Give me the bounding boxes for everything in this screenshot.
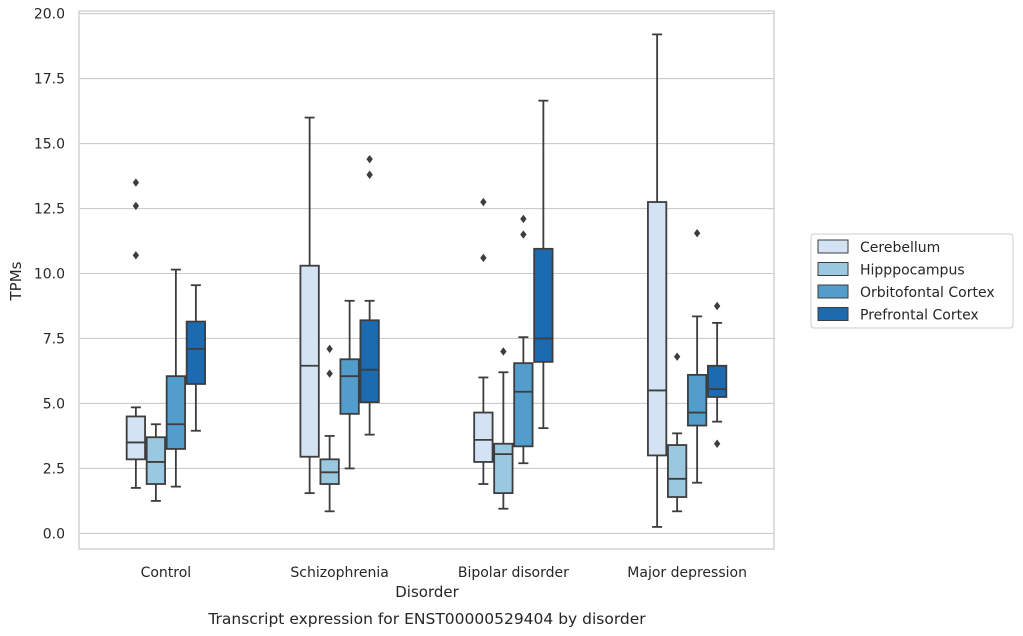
outlier-point <box>326 344 333 354</box>
box-plot <box>359 154 380 436</box>
outlier-point <box>132 178 140 187</box>
legend-swatch <box>817 262 849 276</box>
plot-area-frame <box>78 10 775 550</box>
outlier-point <box>480 197 487 207</box>
box-iqr <box>473 411 494 463</box>
box-iqr <box>493 442 514 495</box>
box-iqr <box>359 319 380 404</box>
box-plot <box>667 352 688 513</box>
box-plot <box>339 299 360 470</box>
outlier-point <box>713 301 721 311</box>
y-tick-label: 15.0 <box>34 137 65 153</box>
box-plot <box>687 229 708 484</box>
y-tick-label: 0.0 <box>43 526 65 542</box>
legend-label: Cerebellum <box>860 240 940 256</box>
box-iqr <box>513 362 534 448</box>
box-plot <box>299 116 320 495</box>
box-plot <box>513 214 534 465</box>
box-plot <box>185 284 206 432</box>
box-iqr <box>125 415 146 461</box>
box-plot <box>145 423 166 502</box>
y-tick-label: 20.0 <box>34 7 65 23</box>
outlier-point <box>366 154 373 164</box>
outlier-point <box>326 369 333 378</box>
box-plot <box>473 197 494 485</box>
legend-frame <box>810 233 1014 329</box>
outlier-point <box>500 347 507 356</box>
outlier-point <box>366 170 373 179</box>
box-iqr <box>145 436 166 485</box>
box-plot <box>533 99 554 430</box>
x-tick-label: Major depression <box>627 565 747 581</box>
outlier-point <box>132 201 140 211</box>
outlier-point <box>480 253 487 263</box>
x-axis-ticks: Control Schizophrenia Bipolar disorder Majo… <box>141 565 747 581</box>
outlier-point <box>520 214 527 224</box>
box-iqr <box>707 364 728 398</box>
legend-swatch <box>817 284 849 299</box>
y-axis-title: TPMs <box>7 261 25 301</box>
x-tick-label: Control <box>141 565 192 581</box>
outlier-point <box>673 352 681 361</box>
box-iqr <box>185 320 206 385</box>
x-tick-label: Bipolar disorder <box>458 565 569 581</box>
box-plot <box>165 268 186 488</box>
y-tick-label: 17.5 <box>34 72 65 88</box>
y-tick-label: 2.5 <box>43 461 65 477</box>
x-tick-label: Schizophrenia <box>290 565 388 581</box>
y-tick-label: 10.0 <box>34 267 65 283</box>
box-iqr <box>339 358 360 415</box>
y-axis-ticks: 0.0 2.5 5.0 7.5 10.0 12.5 15.0 17.5 20.0 <box>34 7 65 543</box>
y-tick-label: 7.5 <box>43 331 65 347</box>
box-plots <box>125 33 728 528</box>
legend-label: Prefrontal Cortex <box>860 308 979 324</box>
box-iqr <box>299 264 320 458</box>
x-axis-title: Disorder <box>395 583 459 601</box>
outlier-point <box>713 439 721 448</box>
box-iqr <box>647 201 668 457</box>
figure-caption: Transcript expression for ENST0000052940… <box>207 610 646 628</box>
legend-swatch <box>817 307 849 321</box>
box-plot <box>319 344 340 513</box>
legend-label: Orbitofontal Cortex <box>860 285 995 301</box>
box-iqr <box>165 375 186 450</box>
outlier-point <box>693 229 701 238</box>
legend-swatch <box>817 239 849 254</box>
box-plot <box>125 178 146 489</box>
outlier-point <box>520 230 527 239</box>
y-tick-label: 12.5 <box>34 202 65 218</box>
outlier-point <box>132 251 140 260</box>
box-iqr <box>533 247 554 363</box>
legend-label: Hipppocampus <box>860 263 965 279</box>
y-tick-label: 5.0 <box>43 396 65 412</box>
box-iqr <box>667 444 688 498</box>
box-plot <box>647 33 668 528</box>
legend: Cerebellum Hipppocampus Orbitofontal Corte… <box>810 233 1014 329</box>
box-plot <box>707 301 728 448</box>
box-plot <box>493 347 514 510</box>
box-iqr <box>687 373 708 427</box>
